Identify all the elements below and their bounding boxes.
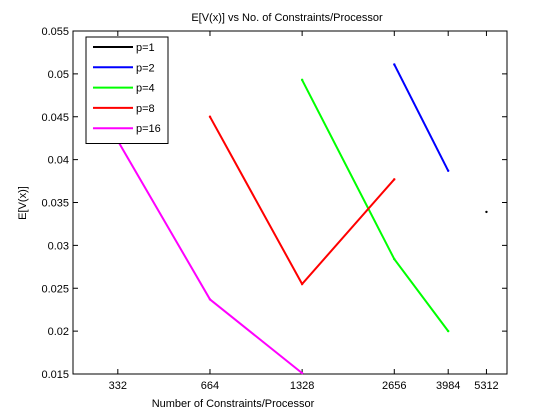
- data-point-p=8: [208, 115, 212, 118]
- legend: p=1 p=2 p=4 p=8 p=16: [85, 36, 169, 144]
- data-point-p=16: [300, 371, 304, 375]
- legend-label: p=1: [136, 42, 155, 54]
- x-axis-label: Number of Constraints/Processor: [152, 398, 315, 410]
- series-line-p=8: [209, 116, 396, 286]
- chart-title: E[V(x)] vs No. of Constraints/Processor: [191, 12, 383, 24]
- series-line-p=2: [393, 63, 450, 172]
- y-tick-label: 0.055: [41, 26, 69, 38]
- data-point-p=1: [485, 210, 488, 214]
- x-tick-label: 332: [109, 380, 127, 392]
- y-tick-label: 0.015: [41, 369, 69, 381]
- x-tick-label: 664: [201, 380, 219, 392]
- data-point-p=4: [300, 78, 304, 82]
- series-line-p=4: [301, 79, 450, 332]
- data-point-p=4: [446, 329, 450, 333]
- data-point-p=8: [300, 282, 304, 286]
- y-tick-label: 0.04: [48, 155, 69, 167]
- data-point-p=8: [393, 178, 396, 181]
- legend-label: p=16: [136, 123, 161, 135]
- y-axis-label: E[V(x)]: [17, 186, 29, 220]
- y-tick-label: 0.03: [48, 240, 69, 252]
- x-tick-label: 5312: [474, 380, 498, 392]
- y-tick-label: 0.025: [41, 283, 69, 295]
- series-line-p=16: [116, 140, 303, 374]
- y-tick-label: 0.02: [48, 326, 69, 338]
- y-tick-label: 0.035: [41, 198, 69, 210]
- x-tick-label: 1328: [290, 380, 314, 392]
- data-point-p=4: [393, 257, 396, 261]
- y-tick-label: 0.05: [48, 69, 69, 81]
- x-tick-label: 3984: [436, 380, 460, 392]
- data-point-p=16: [208, 298, 212, 301]
- y-tick-label: 0.045: [41, 112, 69, 124]
- data-point-p=2: [393, 63, 396, 66]
- legend-label: p=4: [136, 83, 155, 95]
- data-point-p=2: [446, 169, 450, 172]
- legend-box: [85, 36, 169, 144]
- x-tick-label: 2656: [382, 380, 406, 392]
- plot-area: 0.015 0.02 0.025 0.03 0.035 0.04 0.045 0.05 0.05…: [41, 26, 508, 392]
- legend-label: p=2: [136, 62, 155, 74]
- legend-label: p=8: [136, 103, 155, 115]
